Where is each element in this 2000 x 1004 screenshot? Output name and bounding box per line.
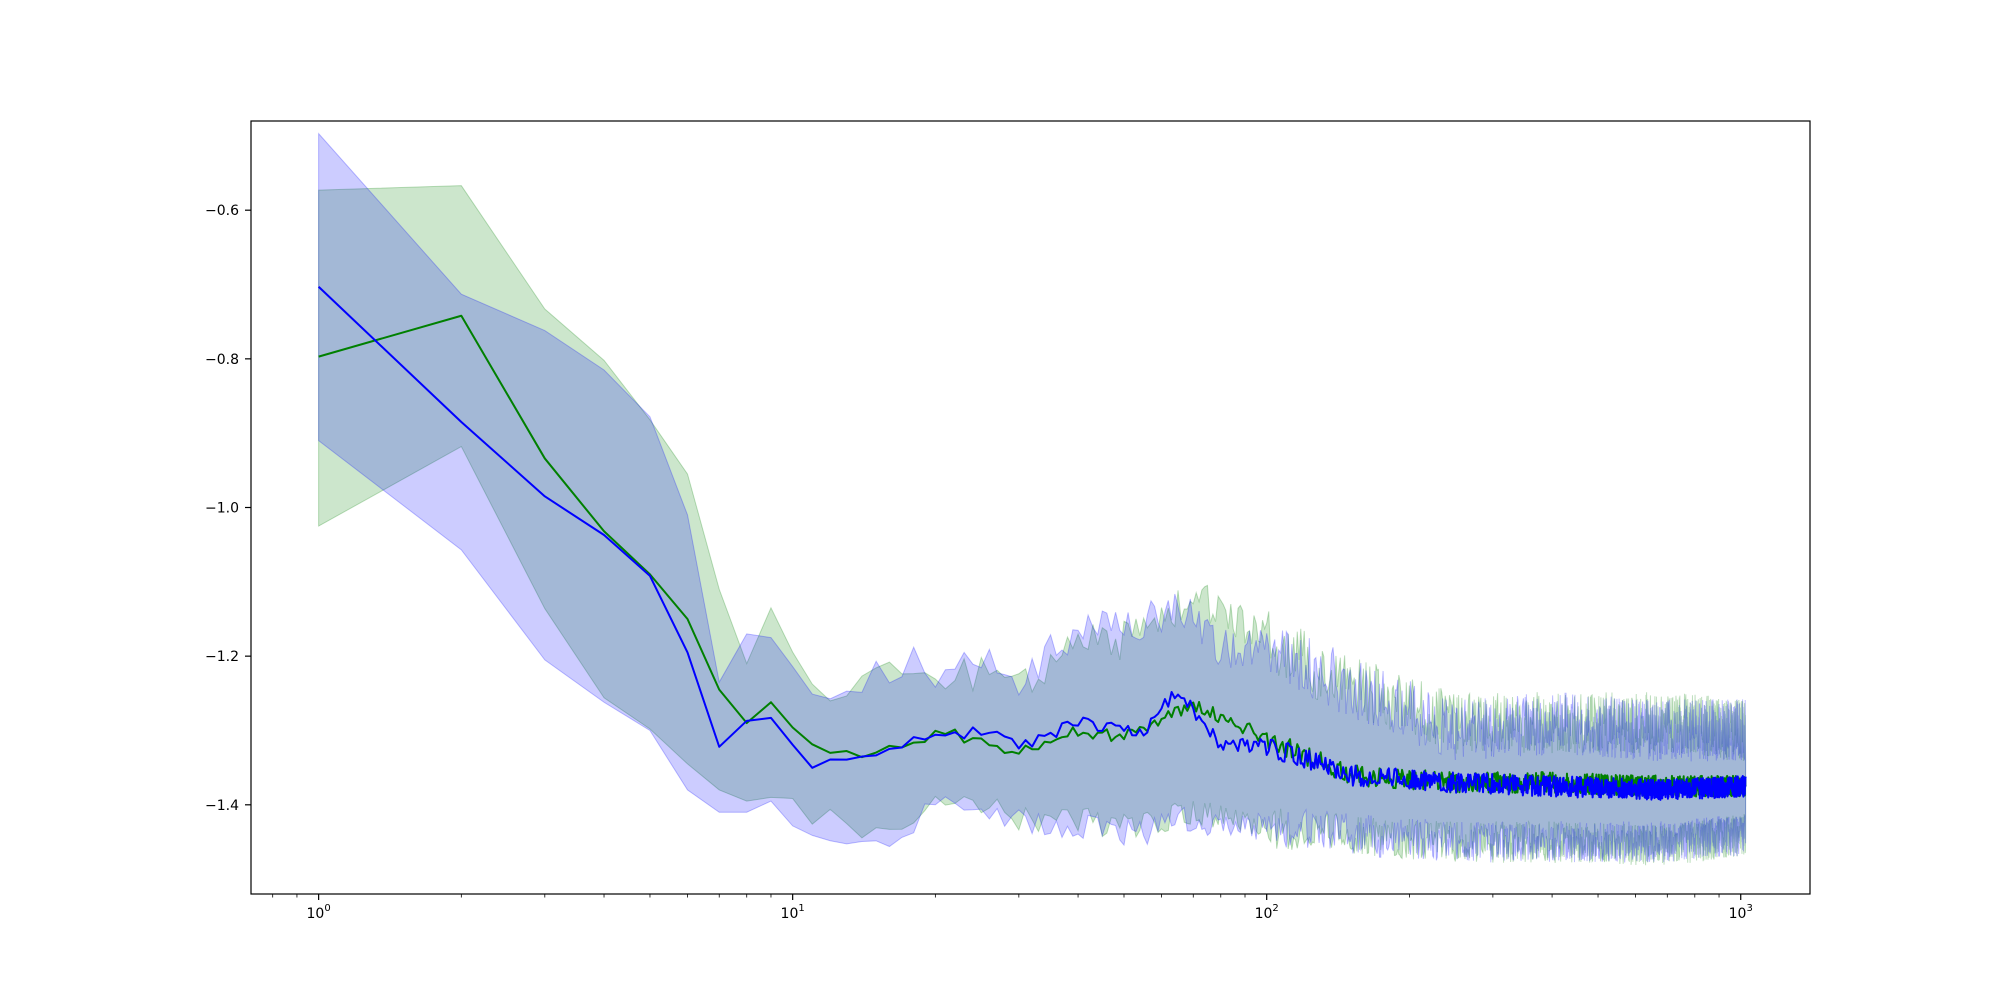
y-tick-label: −1.2 (205, 649, 239, 665)
confidence-bands (318, 132, 1747, 866)
series-1-band (318, 185, 1747, 866)
x-tick-label: 101 (781, 903, 805, 922)
y-tick-label: −0.8 (205, 352, 239, 368)
y-tick-label: −1.0 (205, 501, 239, 517)
series-2-line (317, 286, 1747, 801)
series-2-band (318, 132, 1747, 863)
series-lines (317, 286, 1747, 801)
x-tick-label: 102 (1255, 903, 1279, 922)
x-tick-label: 100 (307, 903, 331, 922)
y-tick-label: −0.6 (205, 203, 239, 219)
y-tick-label: −1.4 (205, 798, 239, 814)
x-tick-label: 103 (1729, 903, 1753, 922)
x-axis: 100 101 102 103 (272, 894, 1753, 922)
y-axis: −0.6 −0.8 −1.0 −1.2 −1.4 (205, 203, 251, 814)
